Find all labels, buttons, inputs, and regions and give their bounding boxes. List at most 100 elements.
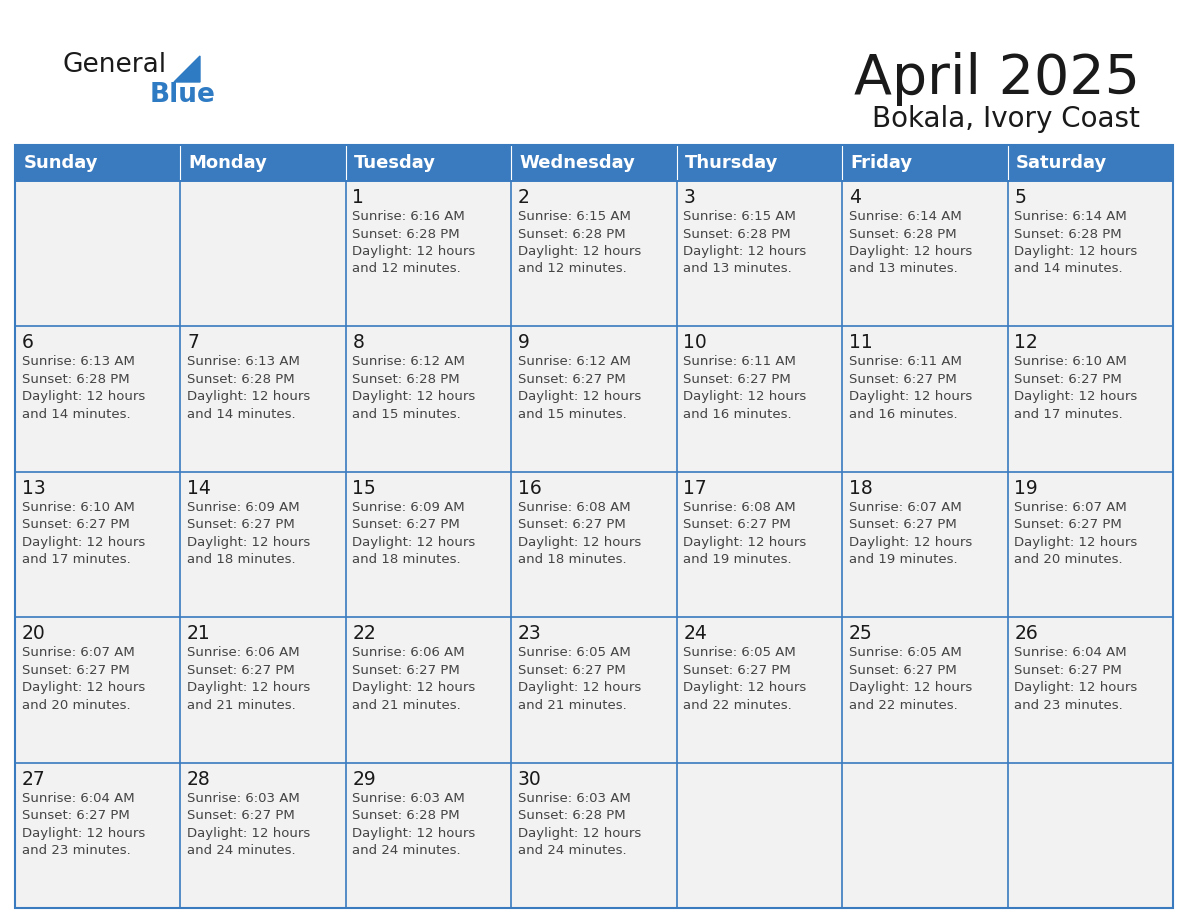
Text: Sunrise: 6:13 AM: Sunrise: 6:13 AM [187, 355, 299, 368]
Text: 9: 9 [518, 333, 530, 353]
Bar [15, 617, 181, 763]
Text: Sunrise: 6:04 AM: Sunrise: 6:04 AM [1015, 646, 1126, 659]
Text: Daylight: 12 hours: Daylight: 12 hours [21, 826, 145, 840]
Bar [181, 327, 346, 472]
Text: 8: 8 [353, 333, 365, 353]
Text: Sunrise: 6:14 AM: Sunrise: 6:14 AM [848, 210, 961, 223]
Text: Sunrise: 6:07 AM: Sunrise: 6:07 AM [21, 646, 134, 659]
Text: Sunrise: 6:06 AM: Sunrise: 6:06 AM [187, 646, 299, 659]
Text: and 20 minutes.: and 20 minutes. [21, 699, 131, 711]
Text: Sunrise: 6:15 AM: Sunrise: 6:15 AM [683, 210, 796, 223]
Text: Sunset: 6:27 PM: Sunset: 6:27 PM [1015, 664, 1121, 677]
Bar [1007, 145, 1173, 181]
Text: Daylight: 12 hours: Daylight: 12 hours [518, 390, 642, 403]
Text: Sunrise: 6:05 AM: Sunrise: 6:05 AM [683, 646, 796, 659]
Text: Daylight: 12 hours: Daylight: 12 hours [848, 681, 972, 694]
Text: Sunrise: 6:12 AM: Sunrise: 6:12 AM [353, 355, 466, 368]
Text: 3: 3 [683, 188, 695, 207]
Text: Sunset: 6:27 PM: Sunset: 6:27 PM [518, 519, 626, 532]
Text: Daylight: 12 hours: Daylight: 12 hours [187, 390, 310, 403]
Text: Sunset: 6:28 PM: Sunset: 6:28 PM [21, 373, 129, 386]
Text: Daylight: 12 hours: Daylight: 12 hours [187, 826, 310, 840]
Text: Sunrise: 6:05 AM: Sunrise: 6:05 AM [848, 646, 961, 659]
Bar [1007, 617, 1173, 763]
Text: and 14 minutes.: and 14 minutes. [187, 408, 296, 420]
Text: Sunset: 6:28 PM: Sunset: 6:28 PM [1015, 228, 1121, 241]
Text: 18: 18 [848, 479, 872, 498]
Bar [842, 327, 1007, 472]
Bar [677, 145, 842, 181]
Bar [1007, 181, 1173, 327]
Text: and 23 minutes.: and 23 minutes. [21, 844, 131, 857]
Text: Sunrise: 6:13 AM: Sunrise: 6:13 AM [21, 355, 134, 368]
Text: and 24 minutes.: and 24 minutes. [353, 844, 461, 857]
Text: Daylight: 12 hours: Daylight: 12 hours [848, 245, 972, 258]
Bar [181, 181, 346, 327]
Text: Daylight: 12 hours: Daylight: 12 hours [1015, 245, 1137, 258]
Text: Sunset: 6:27 PM: Sunset: 6:27 PM [683, 519, 791, 532]
Bar [511, 763, 677, 908]
Text: Daylight: 12 hours: Daylight: 12 hours [518, 681, 642, 694]
Polygon shape [173, 56, 200, 82]
Text: 30: 30 [518, 769, 542, 789]
Bar [15, 181, 181, 327]
Text: and 20 minutes.: and 20 minutes. [1015, 554, 1123, 566]
Text: Daylight: 12 hours: Daylight: 12 hours [683, 536, 807, 549]
Text: Sunrise: 6:06 AM: Sunrise: 6:06 AM [353, 646, 465, 659]
Text: Daylight: 12 hours: Daylight: 12 hours [848, 390, 972, 403]
Text: Sunrise: 6:09 AM: Sunrise: 6:09 AM [353, 501, 465, 514]
Bar [346, 472, 511, 617]
Text: Sunset: 6:27 PM: Sunset: 6:27 PM [353, 519, 460, 532]
Bar [15, 145, 1173, 181]
Bar [677, 617, 842, 763]
Text: and 16 minutes.: and 16 minutes. [683, 408, 792, 420]
Text: 14: 14 [187, 479, 211, 498]
Text: and 24 minutes.: and 24 minutes. [187, 844, 296, 857]
Text: Sunday: Sunday [24, 154, 97, 172]
Text: Wednesday: Wednesday [519, 154, 636, 172]
Text: Sunrise: 6:12 AM: Sunrise: 6:12 AM [518, 355, 631, 368]
Bar [15, 472, 181, 617]
Text: 29: 29 [353, 769, 377, 789]
Text: Sunset: 6:27 PM: Sunset: 6:27 PM [1015, 373, 1121, 386]
Text: Sunset: 6:28 PM: Sunset: 6:28 PM [683, 228, 791, 241]
Text: 25: 25 [848, 624, 872, 644]
Text: 4: 4 [848, 188, 861, 207]
Text: Daylight: 12 hours: Daylight: 12 hours [187, 681, 310, 694]
Text: 26: 26 [1015, 624, 1038, 644]
Text: Sunset: 6:28 PM: Sunset: 6:28 PM [518, 228, 626, 241]
Text: 22: 22 [353, 624, 377, 644]
Text: 15: 15 [353, 479, 377, 498]
Text: Sunset: 6:28 PM: Sunset: 6:28 PM [848, 228, 956, 241]
Text: Daylight: 12 hours: Daylight: 12 hours [518, 826, 642, 840]
Text: Sunset: 6:27 PM: Sunset: 6:27 PM [1015, 519, 1121, 532]
Text: Sunset: 6:27 PM: Sunset: 6:27 PM [187, 664, 295, 677]
Text: Blue: Blue [150, 82, 216, 108]
Text: Sunset: 6:27 PM: Sunset: 6:27 PM [21, 519, 129, 532]
Text: April 2025: April 2025 [854, 52, 1140, 106]
Text: 20: 20 [21, 624, 45, 644]
Text: and 13 minutes.: and 13 minutes. [848, 263, 958, 275]
Text: and 15 minutes.: and 15 minutes. [353, 408, 461, 420]
Text: Daylight: 12 hours: Daylight: 12 hours [1015, 681, 1137, 694]
Text: Daylight: 12 hours: Daylight: 12 hours [353, 390, 475, 403]
Text: 19: 19 [1015, 479, 1038, 498]
Text: Sunrise: 6:09 AM: Sunrise: 6:09 AM [187, 501, 299, 514]
Text: Sunrise: 6:07 AM: Sunrise: 6:07 AM [848, 501, 961, 514]
Text: Sunset: 6:27 PM: Sunset: 6:27 PM [518, 664, 626, 677]
Bar [181, 145, 346, 181]
Text: Daylight: 12 hours: Daylight: 12 hours [353, 245, 475, 258]
Text: and 17 minutes.: and 17 minutes. [21, 554, 131, 566]
Text: and 22 minutes.: and 22 minutes. [848, 699, 958, 711]
Text: 27: 27 [21, 769, 45, 789]
Text: 13: 13 [21, 479, 45, 498]
Text: Daylight: 12 hours: Daylight: 12 hours [848, 536, 972, 549]
Text: Sunrise: 6:10 AM: Sunrise: 6:10 AM [21, 501, 134, 514]
Bar [181, 617, 346, 763]
Text: Sunset: 6:27 PM: Sunset: 6:27 PM [683, 664, 791, 677]
Text: Sunset: 6:28 PM: Sunset: 6:28 PM [353, 809, 460, 823]
Text: Sunrise: 6:03 AM: Sunrise: 6:03 AM [353, 791, 466, 804]
Text: Saturday: Saturday [1016, 154, 1107, 172]
Text: and 21 minutes.: and 21 minutes. [353, 699, 461, 711]
Text: 21: 21 [187, 624, 210, 644]
